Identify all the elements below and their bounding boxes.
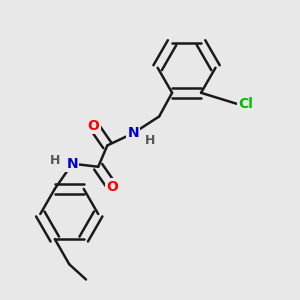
Text: N: N: [67, 157, 78, 171]
Text: H: H: [145, 134, 155, 147]
Text: H: H: [50, 154, 61, 167]
Text: O: O: [106, 180, 118, 194]
Text: Cl: Cl: [238, 97, 253, 111]
Text: O: O: [88, 118, 100, 133]
Text: N: N: [128, 126, 139, 140]
